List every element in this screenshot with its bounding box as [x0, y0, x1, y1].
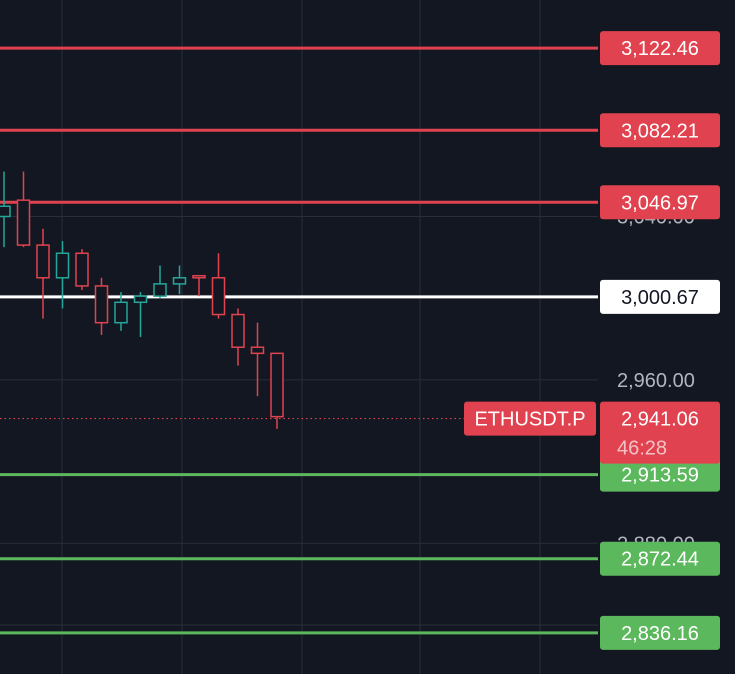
level-tag — [600, 541, 720, 576]
candle-body — [211, 277, 226, 316]
grid — [0, 0, 598, 674]
symbol-tag: ETHUSDT.P — [464, 401, 596, 436]
price-tick-label: 2,960.00 — [617, 370, 695, 392]
candle-body — [153, 283, 167, 297]
candle-body — [270, 352, 284, 418]
level-tag-label: 2,836.16 — [621, 623, 699, 645]
level-tag-label: 2,913.59 — [621, 465, 699, 487]
symbol-label: ETHUSDT.P — [474, 409, 585, 431]
candle-body — [231, 313, 245, 348]
candle-body — [133, 295, 148, 304]
candle-body — [114, 301, 128, 324]
candle-body — [75, 252, 89, 287]
candles — [0, 171, 284, 429]
level-tag — [600, 279, 720, 314]
candle-body — [172, 277, 187, 285]
symbol-tag-background — [464, 401, 596, 436]
level-tag — [600, 457, 720, 492]
last-price-tag-background — [600, 401, 720, 464]
candle-body — [94, 285, 109, 324]
last-price-label: 2,941.06 — [621, 409, 699, 431]
candle-body — [16, 199, 31, 246]
level-tag — [600, 113, 720, 148]
level-tag-label: 3,000.67 — [621, 287, 699, 309]
level-tag-label: 3,122.46 — [621, 38, 699, 60]
candle-body — [0, 205, 11, 218]
level-tag-label: 2,872.44 — [621, 549, 699, 571]
candle-countdown: 46:28 — [617, 438, 667, 460]
level-tag — [600, 185, 720, 220]
candle-body — [192, 274, 206, 279]
last-price-tag: 2,941.06 46:28 — [600, 401, 720, 464]
level-tag — [600, 615, 720, 650]
level-tag-label: 3,082.21 — [621, 120, 699, 142]
candle-body — [250, 346, 265, 355]
candle-body — [36, 244, 50, 279]
level-tag-label: 3,046.97 — [621, 192, 699, 214]
level-tags: 3,122.46 3,082.21 3,046.97 3,000.67 2,913.59… — [600, 31, 720, 650]
candle-body — [55, 252, 70, 279]
level-tag — [600, 31, 720, 66]
